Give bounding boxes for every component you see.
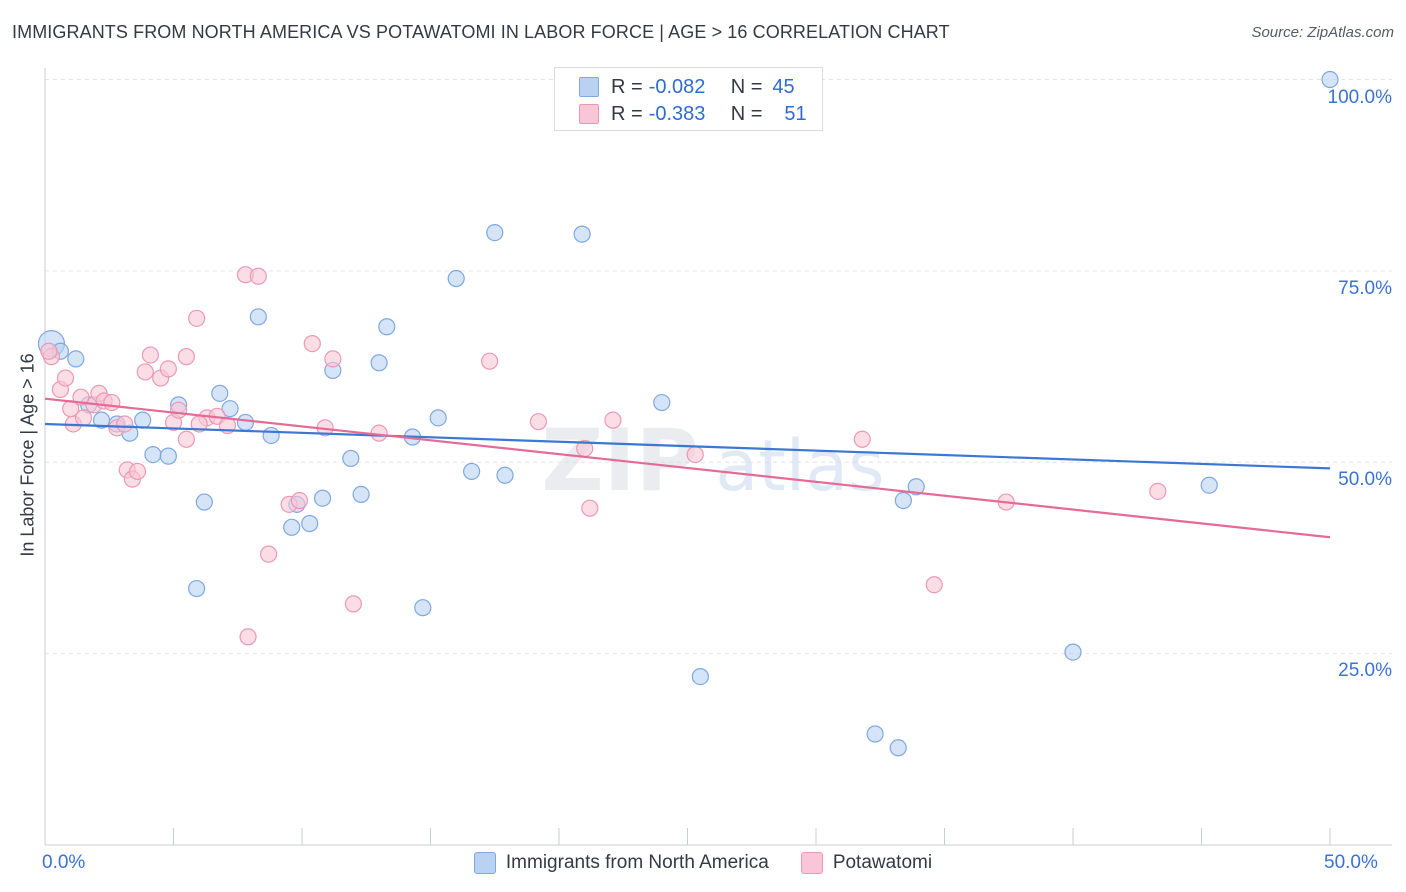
r-label: R =	[611, 102, 643, 125]
point-immigrants	[653, 393, 671, 412]
point-immigrants	[894, 491, 912, 510]
y-tick-label-25: 25.0%	[1338, 660, 1392, 681]
data-points	[37, 70, 1339, 757]
point-immigrants	[889, 739, 907, 757]
n-label: N =	[730, 102, 763, 125]
point-potawatomi	[581, 499, 599, 517]
r-value: -0.383	[648, 102, 706, 125]
point-potawatomi	[128, 462, 147, 481]
point-potawatomi	[170, 401, 188, 419]
legend-item-immigrants[interactable]: Immigrants from North America	[473, 852, 769, 874]
point-potawatomi	[324, 350, 342, 368]
point-potawatomi	[188, 309, 206, 327]
point-potawatomi	[239, 628, 257, 646]
point-immigrants	[352, 485, 370, 504]
point-potawatomi	[290, 491, 309, 510]
point-immigrants	[221, 400, 239, 418]
point-potawatomi	[177, 430, 195, 448]
point-immigrants	[907, 478, 925, 496]
point-immigrants	[283, 518, 301, 536]
point-potawatomi	[56, 369, 75, 387]
source-label: Source: ZipAtlas.com	[1251, 24, 1394, 41]
r-value: -0.082	[648, 75, 706, 98]
blue-swatch	[579, 77, 599, 97]
legend-item-potawatomi[interactable]: Potawatomi	[800, 852, 933, 874]
point-potawatomi	[344, 595, 362, 613]
series-legend: Immigrants from North America Potawatomi	[0, 852, 1406, 874]
y-tick-label-50: 50.0%	[1338, 469, 1392, 490]
point-immigrants	[1200, 476, 1218, 494]
point-immigrants	[463, 462, 481, 481]
point-potawatomi	[481, 352, 499, 370]
axes	[44, 68, 1392, 846]
legend-label: Immigrants from North America	[505, 852, 769, 873]
point-immigrants	[370, 354, 388, 372]
n-value: 51	[784, 102, 807, 125]
point-potawatomi	[103, 393, 121, 412]
stats-row-blue: R = -0.082 N = 45	[579, 74, 795, 100]
point-potawatomi	[177, 348, 195, 366]
gridlines	[45, 79, 1392, 655]
point-immigrants	[429, 409, 447, 427]
trend-lines	[44, 397, 1331, 539]
point-immigrants	[211, 384, 229, 402]
point-immigrants	[414, 599, 432, 617]
chart-title: IMMIGRANTS FROM NORTH AMERICA VS POTAWAT…	[12, 22, 950, 42]
stats-row-pink: R = -0.383 N = 51	[579, 101, 807, 127]
point-immigrants	[691, 667, 709, 686]
point-immigrants	[496, 466, 514, 484]
point-immigrants	[262, 426, 280, 445]
point-immigrants	[1064, 643, 1082, 661]
point-potawatomi	[686, 445, 704, 464]
point-immigrants	[342, 449, 360, 468]
point-potawatomi	[116, 415, 134, 433]
stats-legend: R = -0.082 N = 45 R = -0.383 N = 51	[554, 67, 823, 131]
point-potawatomi	[141, 346, 159, 364]
y-axis-label: In Labor Force | Age > 16	[17, 353, 38, 557]
x-tick-label-max: 50.0%	[1324, 852, 1378, 873]
n-label: N =	[730, 75, 763, 98]
trendline-potawatomi	[44, 397, 1331, 539]
point-potawatomi	[40, 342, 58, 360]
point-potawatomi	[259, 545, 278, 563]
point-immigrants	[134, 411, 152, 429]
point-immigrants	[301, 514, 319, 533]
point-immigrants	[67, 350, 85, 368]
point-potawatomi	[529, 413, 548, 431]
point-immigrants	[378, 318, 396, 336]
legend-label: Potawatomi	[832, 852, 933, 873]
watermark: ZIP atlas	[541, 411, 884, 511]
n-value: 45	[772, 75, 795, 98]
x-tick-label-min: 0.0%	[42, 852, 86, 873]
point-immigrants	[447, 269, 465, 288]
y-tick-label-100: 100.0%	[1327, 87, 1392, 108]
point-potawatomi	[136, 363, 154, 381]
pink-swatch	[579, 104, 599, 124]
point-immigrants	[866, 725, 884, 743]
point-immigrants	[195, 493, 213, 511]
y-tick-label-75: 75.0%	[1338, 278, 1392, 299]
point-immigrants	[159, 447, 177, 465]
point-immigrants	[313, 489, 332, 507]
point-potawatomi	[604, 411, 622, 429]
r-label: R =	[611, 75, 643, 98]
point-immigrants	[1321, 70, 1339, 89]
point-potawatomi	[159, 360, 177, 378]
point-potawatomi	[925, 576, 943, 594]
point-immigrants	[236, 413, 255, 432]
point-potawatomi	[303, 334, 321, 353]
point-immigrants	[486, 224, 504, 242]
point-immigrants	[249, 308, 267, 326]
point-immigrants	[144, 445, 162, 464]
blue-swatch	[473, 852, 496, 874]
point-potawatomi	[249, 267, 267, 285]
point-immigrants	[573, 225, 591, 243]
point-potawatomi	[853, 430, 871, 448]
pink-swatch	[800, 852, 823, 874]
trendline-immigrants	[44, 422, 1331, 470]
point-potawatomi	[1149, 482, 1167, 500]
point-immigrants	[188, 579, 206, 598]
